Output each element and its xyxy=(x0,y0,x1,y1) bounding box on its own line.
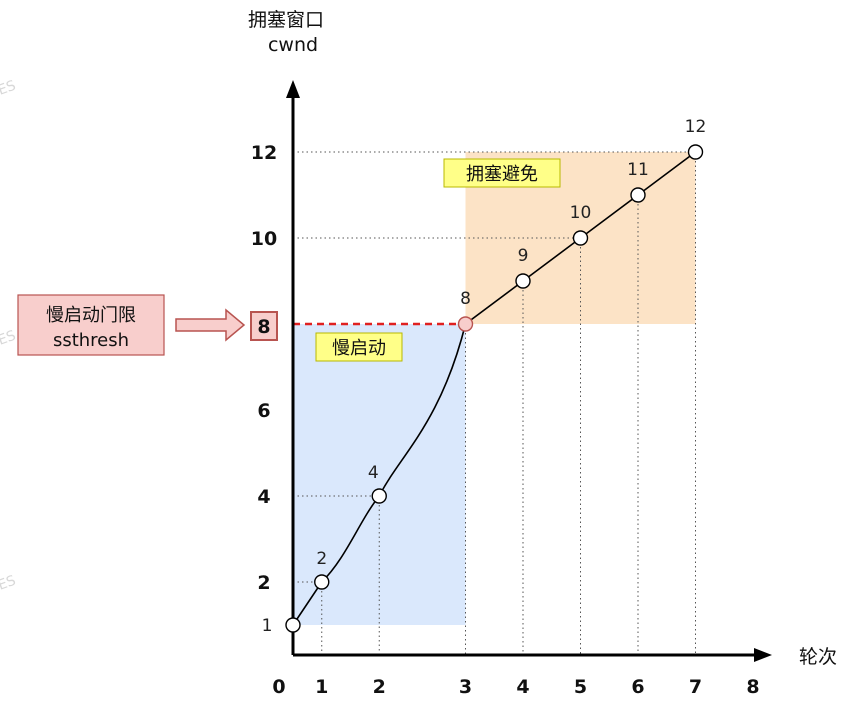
x-tick-label: 6 xyxy=(631,676,644,698)
data-point xyxy=(457,316,474,332)
y-tick-label: 10 xyxy=(251,228,277,250)
data-point-label: 11 xyxy=(627,160,649,180)
ssthresh-callout-line1: 慢启动门限 xyxy=(46,305,136,326)
data-point xyxy=(687,144,704,160)
data-point-label: 10 xyxy=(570,203,592,223)
ssthresh-callout-line2: ssthresh xyxy=(53,330,129,351)
ssthresh-callout-box xyxy=(17,294,165,356)
y-tick-labels: 2 4 6 10 12 xyxy=(251,142,277,594)
ssthresh-arrow-icon xyxy=(175,308,246,342)
watermark-fragment: ES xyxy=(0,328,18,349)
x-tick-label: 1 xyxy=(315,676,328,698)
x-axis-arrow-icon xyxy=(754,648,772,662)
y-tick-label: 4 xyxy=(257,486,270,508)
congestion-avoidance-label: 拥塞避免 xyxy=(466,164,538,185)
data-point-label: 1 xyxy=(262,616,273,636)
y-axis-arrow-icon xyxy=(286,80,300,98)
cwnd-curve xyxy=(292,151,696,626)
slow-start-label: 慢启动 xyxy=(332,338,386,359)
data-point xyxy=(572,230,589,246)
y-tick-label: 12 xyxy=(251,142,277,164)
x-tick-label: 4 xyxy=(516,676,529,698)
x-tick-label: 3 xyxy=(459,676,472,698)
y-tick-label: 6 xyxy=(257,400,270,422)
x-tick-label: 5 xyxy=(574,676,587,698)
x-tick-label: 7 xyxy=(689,676,702,698)
x-axis-title: 轮次 xyxy=(799,646,837,668)
watermark-fragment: ES xyxy=(0,573,18,594)
data-point xyxy=(515,273,531,289)
data-point xyxy=(630,187,646,203)
x-tick-labels: 0 1 2 3 4 5 6 7 8 xyxy=(272,676,759,698)
data-point xyxy=(371,488,387,504)
guide-lines xyxy=(293,151,696,655)
data-point-label: 8 xyxy=(460,289,471,309)
y-tick-label: 2 xyxy=(257,572,270,594)
data-point-label: 12 xyxy=(685,117,707,137)
congestion-avoidance-label-box xyxy=(443,158,561,188)
slow-start-label-box xyxy=(315,332,403,362)
data-point-label: 2 xyxy=(316,549,327,569)
watermark-fragment: ES xyxy=(0,78,18,99)
x-tick-label: 8 xyxy=(746,676,759,698)
x-tick-label: 2 xyxy=(373,676,386,698)
ssthresh-value: 8 xyxy=(257,316,270,338)
y-axis-title-line1: 拥塞窗口 xyxy=(248,9,324,31)
data-point xyxy=(285,617,301,633)
data-point xyxy=(314,574,330,590)
ssthresh-value-box xyxy=(250,311,278,341)
x-tick-label: 0 xyxy=(272,676,285,698)
y-axis-title-line2: cwnd xyxy=(268,34,318,56)
data-point-label: 4 xyxy=(368,463,379,483)
data-point-label: 9 xyxy=(518,246,529,266)
